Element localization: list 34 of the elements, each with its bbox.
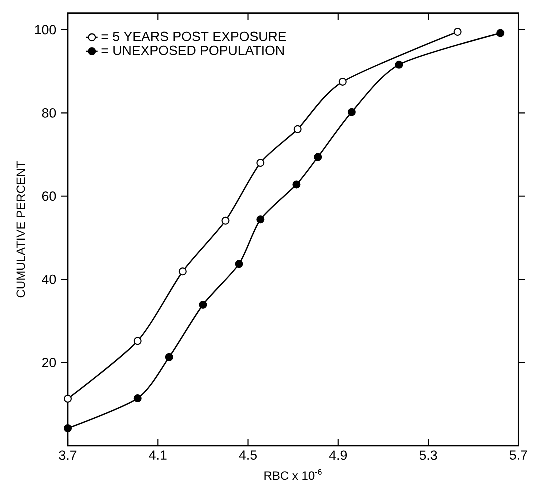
x-tick-label: 5.7 xyxy=(510,450,528,460)
point xyxy=(199,300,208,309)
y-tick-label: 100 xyxy=(35,25,56,35)
x-axis-title: RBC x 10$^{-6}$ xyxy=(264,469,322,480)
point xyxy=(165,353,174,362)
point xyxy=(294,125,302,134)
point xyxy=(395,60,404,69)
x-tick-label: 5.3 xyxy=(420,450,438,460)
y-tick-label: 20 xyxy=(42,358,56,368)
point xyxy=(64,394,72,403)
legend-label: = 5 YEARS POST EXPOSURE xyxy=(102,32,286,42)
y-tick-label: 80 xyxy=(42,108,56,118)
point xyxy=(134,337,142,346)
point xyxy=(256,159,265,168)
point xyxy=(64,424,72,433)
x-tick-label: 4.1 xyxy=(149,450,167,460)
point xyxy=(454,28,462,36)
y-tick-label: 40 xyxy=(42,274,56,284)
legend-label: = UNEXPOSED POPULATION xyxy=(102,46,284,56)
point xyxy=(256,216,265,224)
x-tick-label: 3.7 xyxy=(59,450,77,460)
point xyxy=(338,78,347,86)
y-axis-title: CUMULATIVE PERCENT xyxy=(16,161,26,298)
x-tick-label: 4.9 xyxy=(329,450,348,460)
point xyxy=(235,260,244,268)
point xyxy=(496,29,505,38)
x-tick-label: 4.5 xyxy=(239,450,257,460)
point xyxy=(222,216,230,225)
point xyxy=(314,153,322,162)
point xyxy=(348,108,356,116)
point xyxy=(178,268,187,276)
point xyxy=(292,180,301,189)
point xyxy=(134,394,142,403)
y-tick-label: 60 xyxy=(42,192,56,202)
